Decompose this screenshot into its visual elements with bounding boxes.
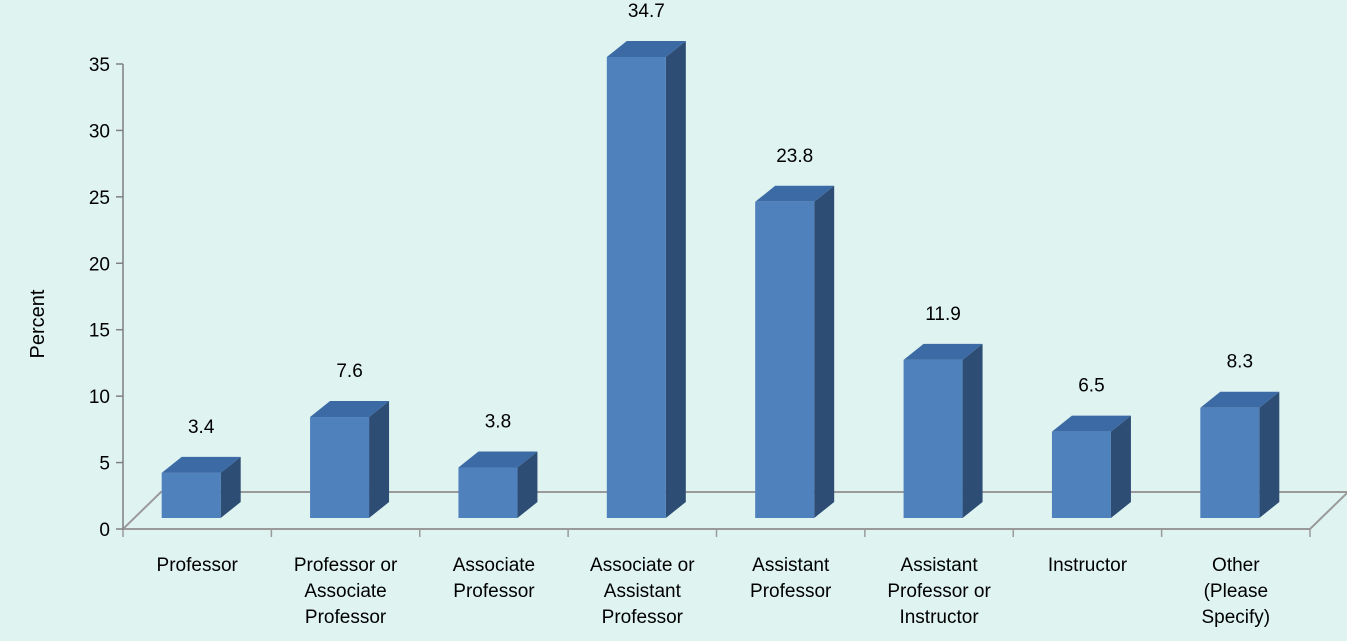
bar-side — [1259, 391, 1280, 518]
bar — [1051, 415, 1131, 518]
bar-front — [310, 417, 370, 518]
data-label: 7.6 — [336, 361, 362, 382]
bar-side — [962, 343, 983, 518]
y-axis-title: Percent — [27, 289, 49, 358]
category-label: Associate Professor — [453, 555, 536, 602]
bar-side — [1110, 415, 1131, 518]
bar-front — [1200, 407, 1260, 518]
bar-front — [755, 201, 815, 519]
chart-floor — [122, 491, 1347, 537]
floor-back-edge — [122, 491, 1347, 530]
data-label: 6.5 — [1078, 376, 1104, 397]
category-label: Professor — [157, 555, 239, 576]
bar — [903, 343, 983, 518]
bar-front — [1051, 431, 1111, 518]
y-tick-label: 0 — [99, 520, 110, 541]
category-label: Assistant Professor — [750, 555, 832, 602]
bar-top — [755, 185, 835, 202]
data-label: 3.8 — [485, 412, 511, 433]
y-tick-label: 10 — [89, 387, 110, 408]
y-tick-label: 35 — [89, 55, 110, 76]
bar-front — [606, 56, 666, 518]
bar-top — [1051, 415, 1131, 432]
bar-side — [665, 40, 686, 518]
bar-front — [458, 467, 518, 518]
data-label: 11.9 — [925, 304, 961, 325]
bar-side — [517, 451, 538, 518]
bar-top — [310, 401, 390, 418]
bar-top — [161, 456, 241, 473]
data-label: 8.3 — [1227, 352, 1253, 373]
bar-top — [458, 451, 538, 468]
y-tick-label: 5 — [99, 454, 110, 475]
bar — [606, 40, 686, 518]
category-label: Professor or Associate Professor — [294, 555, 398, 628]
category-label: Assistant Professor or Instructor — [887, 555, 991, 628]
bar-top — [606, 40, 686, 57]
bar-top — [903, 343, 983, 360]
category-label: Other (Please Specify) — [1201, 555, 1270, 628]
data-label: 3.4 — [188, 417, 215, 438]
y-tick-label: 20 — [89, 254, 110, 275]
bar-side — [220, 456, 241, 518]
y-axis: 0 5 10 15 20 25 30 35 — [89, 55, 124, 541]
y-tick-label: 15 — [89, 321, 110, 342]
bar-top — [1200, 391, 1280, 408]
bar — [310, 401, 390, 518]
category-label: Associate or Assistant Professor — [590, 555, 695, 628]
bar — [161, 456, 241, 518]
bar-front — [903, 359, 963, 518]
bar-front — [161, 472, 221, 518]
bar-side — [369, 401, 390, 518]
category-labels: Professor Professor or Associate Professor A… — [157, 555, 1271, 628]
bar — [1200, 391, 1280, 518]
bar — [755, 185, 835, 519]
data-label: 23.8 — [776, 146, 813, 167]
bars — [161, 40, 1280, 519]
bar-side — [814, 185, 835, 519]
data-label: 34.7 — [628, 1, 665, 22]
category-label: Instructor — [1048, 555, 1128, 576]
y-tick-label: 30 — [89, 121, 110, 142]
bar — [458, 451, 538, 518]
y-tick-label: 25 — [89, 188, 110, 209]
data-labels: 3.4 7.6 3.8 34.7 23.8 11.9 6.5 8.3 — [188, 1, 1253, 438]
